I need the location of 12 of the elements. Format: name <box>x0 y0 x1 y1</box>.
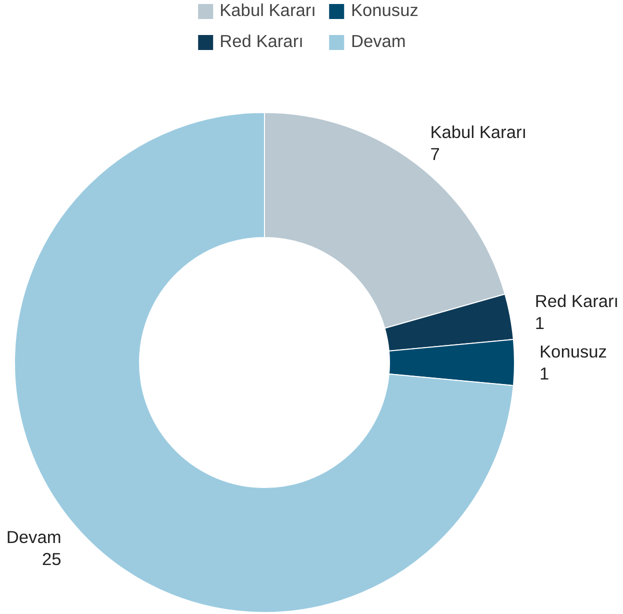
data-label: 1 <box>534 312 544 333</box>
legend-label: Konusuz <box>350 0 418 21</box>
slice-label: Kabul Kararı <box>430 122 527 142</box>
data-label: 7 <box>430 144 440 164</box>
slice-label: Red Kararı <box>534 290 619 311</box>
slice-label: Konusuz <box>540 342 607 362</box>
legend-label: Devam <box>350 31 406 52</box>
slice-label: Devam <box>6 526 62 547</box>
data-label: 1 <box>540 364 550 384</box>
legend-label: Red Kararı <box>220 31 304 52</box>
legend-label: Kabul Kararı <box>220 0 316 21</box>
data-label: 25 <box>42 548 62 569</box>
